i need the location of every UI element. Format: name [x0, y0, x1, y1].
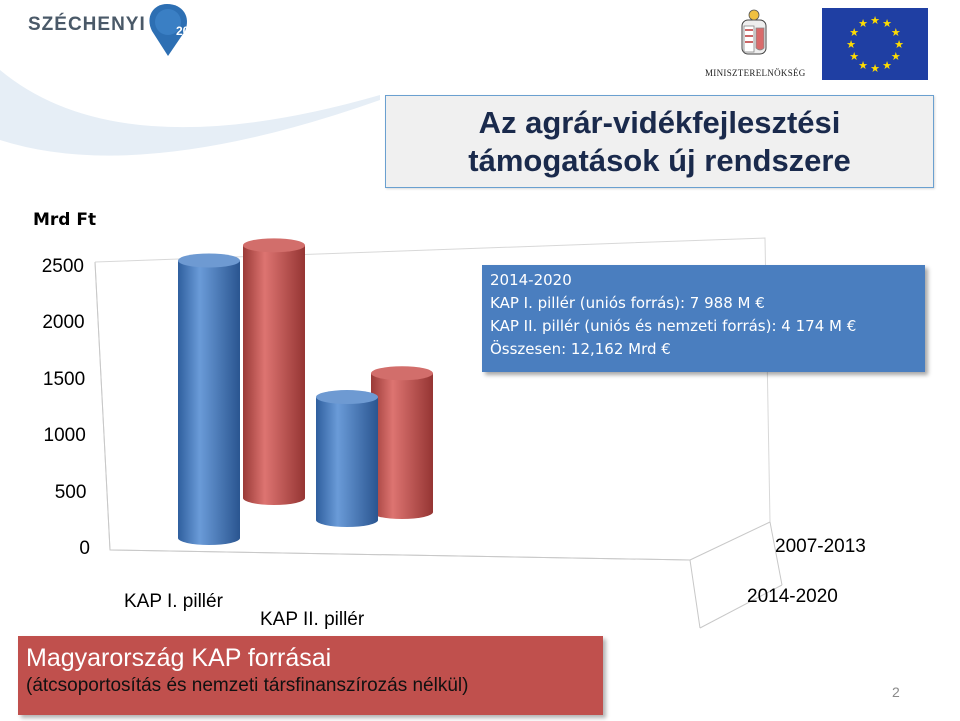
- y-tick-1000: 1000: [43, 425, 86, 447]
- bar-2007-2013-kap-ii-pill-r: [371, 366, 433, 519]
- chart-walls: [94, 237, 783, 629]
- eu-star-icon: ★: [858, 59, 868, 72]
- y-tick-2000: 2000: [42, 312, 85, 334]
- bar-2007-2013-kap-i-pill-r: [243, 238, 305, 505]
- page-number: 2: [892, 684, 900, 700]
- eu-star-icon: ★: [846, 38, 856, 51]
- footer-title: Magyarország KAP forrásai: [26, 644, 332, 672]
- eu-star-icon: ★: [870, 62, 880, 75]
- eu-flag-icon: ★ ★ ★ ★ ★ ★ ★ ★ ★ ★ ★ ★: [822, 8, 928, 80]
- crest-icon: [741, 9, 767, 55]
- y-unit-label: Mrd Ft: [33, 210, 97, 230]
- info-line-3: KAP II. pillér (uniós és nemzeti forrás)…: [490, 317, 857, 335]
- category-label-kap2: KAP II. pillér: [260, 609, 365, 630]
- y-tick-1500: 1500: [42, 368, 86, 390]
- eu-star-icon: ★: [882, 17, 892, 30]
- bar-2014-2020-kap-ii-pill-r: [316, 390, 378, 527]
- eu-star-icon: ★: [849, 26, 859, 39]
- decor-swoosh: [0, 70, 380, 156]
- ministry-label: MINISZTERELNÖKSÉG: [705, 68, 806, 78]
- info-box: 2014-2020 KAP I. pillér (uniós forrás): …: [482, 265, 925, 372]
- bar-top: [371, 366, 433, 381]
- bar-body: [178, 260, 240, 545]
- info-line-4: Összesen: 12,162 Mrd €: [490, 340, 671, 358]
- title-line-2: támogatások új rendszere: [468, 142, 851, 178]
- footer-subtitle: (átcsoportosítás és nemzeti társfinanszí…: [26, 675, 469, 696]
- category-label-kap1: KAP I. pillér: [124, 591, 223, 612]
- eu-stars: ★ ★★★★★★★★★★★: [846, 14, 904, 75]
- logo-text: SZÉCHENYI: [28, 14, 146, 35]
- info-line-1: 2014-2020: [490, 271, 572, 289]
- eu-star-icon: ★: [894, 38, 904, 51]
- bar-2014-2020-kap-i-pill-r: [178, 253, 240, 545]
- y-tick-500: 500: [54, 481, 87, 503]
- eu-star-icon: ★: [858, 17, 868, 30]
- eu-star-icon: ★: [882, 59, 892, 72]
- eu-star-icon: ★: [891, 50, 901, 63]
- bar-body: [316, 397, 378, 527]
- title-box: Az agrár-vidékfejlesztési támogatások új…: [385, 95, 934, 188]
- series-label-2007-2013: 2007-2013: [775, 536, 866, 557]
- bar-top: [316, 390, 378, 405]
- series-label-2014-2020: 2014-2020: [747, 586, 838, 607]
- title-line-1: Az agrár-vidékfejlesztési: [478, 104, 841, 140]
- y-tick-0: 0: [79, 538, 90, 559]
- bar-top: [243, 238, 305, 253]
- ministry-logo: MINISZTERELNÖKSÉG: [705, 8, 805, 84]
- logo-year: 2020: [176, 24, 203, 38]
- y-tick-2500: 2500: [41, 256, 84, 277]
- info-line-2: KAP I. pillér (uniós forrás): 7 988 M €: [490, 294, 765, 312]
- eu-star-icon: ★: [849, 50, 859, 63]
- bar-body: [371, 373, 433, 519]
- eu-star-icon: ★: [891, 26, 901, 39]
- page-title: Az agrár-vidékfejlesztési támogatások új…: [410, 104, 910, 180]
- footer-box: Magyarország KAP forrásai (átcsoportosít…: [18, 636, 603, 715]
- szechenyi-pin-icon: [149, 4, 187, 56]
- bar-body: [243, 245, 305, 505]
- eu-star-icon: ★: [870, 14, 880, 27]
- bar-top: [178, 253, 240, 268]
